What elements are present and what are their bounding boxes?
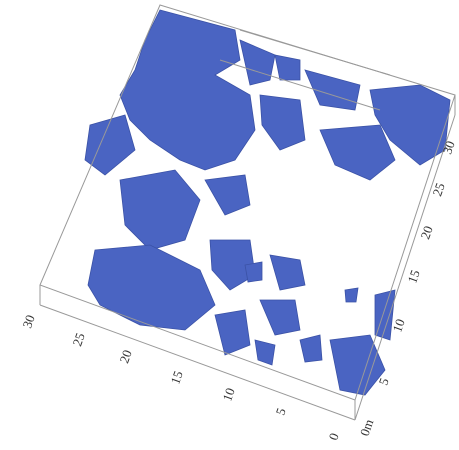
edge — [39, 304, 356, 421]
axis-label: 15 — [167, 369, 186, 386]
blob — [239, 39, 276, 86]
axis-label: 30 — [19, 313, 38, 330]
blob — [87, 244, 216, 331]
blob — [209, 239, 256, 291]
axis-label: 15 — [404, 268, 423, 285]
axis-label: 20 — [417, 224, 436, 241]
left-axis-labels: 30 25 20 15 10 5 0 — [19, 313, 341, 442]
blob — [319, 124, 396, 181]
blob — [204, 174, 251, 216]
blob — [259, 94, 306, 151]
axis-label: 0 — [325, 431, 341, 442]
blob — [254, 339, 276, 366]
axis-label: 0m — [357, 417, 377, 438]
blob — [344, 287, 359, 303]
axis-label: 25 — [429, 181, 448, 198]
blob — [84, 114, 136, 176]
axis-label: 20 — [116, 348, 135, 365]
axis-label: 25 — [69, 331, 88, 348]
blob — [274, 54, 301, 81]
axis-label: 30 — [439, 139, 458, 156]
axis-label: 5 — [375, 376, 391, 387]
blobs — [84, 9, 451, 396]
right-axis-labels: 0m 5 10 15 20 25 30 — [357, 139, 458, 438]
blob — [374, 289, 396, 341]
box-edges — [39, 4, 456, 421]
blob — [119, 9, 256, 171]
axis-label: 10 — [389, 317, 408, 334]
blob — [329, 334, 386, 396]
edge — [354, 114, 456, 421]
edge — [219, 59, 381, 111]
edge — [239, 29, 391, 76]
blob — [304, 69, 361, 111]
blob — [269, 254, 306, 291]
blob — [214, 309, 251, 356]
blob — [369, 84, 451, 166]
blob — [119, 169, 201, 251]
axis-label: 5 — [272, 406, 288, 417]
blob — [244, 261, 263, 283]
axis-label: 10 — [219, 386, 238, 403]
blob — [299, 334, 323, 363]
blob — [259, 299, 301, 336]
